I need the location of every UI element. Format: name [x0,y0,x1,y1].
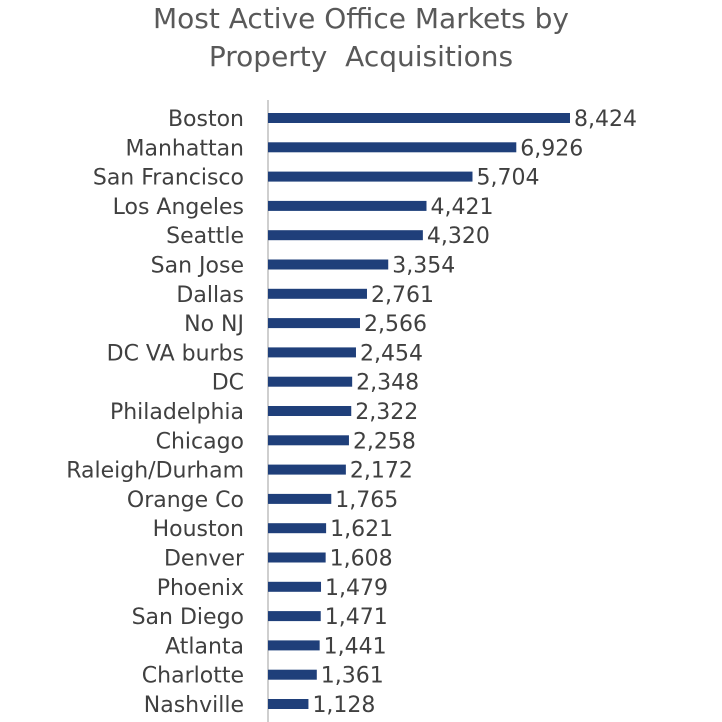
value-label-orange-co: 1,765 [335,488,398,513]
value-label-dc: 2,348 [356,371,419,396]
category-label-denver: Denver [164,547,245,572]
bar-san-diego [268,611,321,622]
category-label-phoenix: Phoenix [157,576,244,601]
category-label-nashville: Nashville [144,693,244,718]
bar-boston [268,113,570,123]
chart-title-line-1: Most Active Office Markets by [153,2,569,35]
value-label-san-francisco: 5,704 [476,166,539,191]
value-label-denver: 1,608 [330,547,393,572]
category-label-boston: Boston [168,107,244,132]
value-label-seattle: 4,320 [427,224,490,249]
bar-atlanta [268,640,320,651]
bar-philadelphia [268,406,352,416]
category-label-seattle: Seattle [166,224,244,249]
bar-chicago [268,435,349,446]
bar-los-angeles [268,200,427,211]
category-label-san-jose: San Jose [151,254,244,279]
value-label-los-angeles: 4,421 [430,195,493,220]
bar-no-nj [268,318,360,329]
value-label-dc-va-burbs: 2,454 [360,341,423,366]
category-label-chicago: Chicago [156,429,244,454]
value-label-nashville: 1,128 [312,693,375,718]
bar-raleigh-durham [268,464,346,475]
value-label-san-jose: 3,354 [392,254,455,279]
value-label-philadelphia: 2,322 [355,400,418,425]
chart-title-line-2: Property Acquisitions [208,40,514,73]
category-label-dc: DC [212,371,244,396]
value-label-chicago: 2,258 [353,429,416,454]
value-label-phoenix: 1,479 [325,576,388,601]
category-label-san-diego: San Diego [132,605,244,630]
bar-san-jose [268,259,389,270]
bar-orange-co [268,493,332,504]
value-label-san-diego: 1,471 [325,605,388,630]
category-label-no-nj: No NJ [184,312,244,337]
category-label-houston: Houston [153,517,244,542]
bar-dallas [268,288,367,299]
bar-manhattan [268,142,517,153]
category-label-charlotte: Charlotte [142,664,244,689]
category-label-los-angeles: Los Angeles [113,195,244,220]
chart-title: Most Active Office Markets by Property A… [0,0,722,76]
bar-dc-va-burbs [268,347,356,358]
category-label-philadelphia: Philadelphia [110,400,244,425]
value-label-raleigh-durham: 2,172 [350,459,413,484]
value-label-charlotte: 1,361 [321,664,384,689]
bar-denver [268,552,326,563]
bar-nashville [268,699,309,709]
value-label-dallas: 2,761 [371,283,434,308]
category-label-atlanta: Atlanta [165,634,244,659]
category-label-manhattan: Manhattan [125,136,244,161]
value-label-no-nj: 2,566 [364,312,427,337]
category-label-raleigh-durham: Raleigh/Durham [66,459,244,484]
category-label-orange-co: Orange Co [127,488,244,513]
category-label-dallas: Dallas [176,283,244,308]
category-label-san-francisco: San Francisco [93,166,244,191]
bar-charlotte [268,669,317,680]
value-label-manhattan: 6,926 [520,136,583,161]
bar-seattle [268,230,423,241]
bar-dc [268,376,353,387]
bar-phoenix [268,581,322,592]
bar-houston [268,523,327,534]
bar-san-francisco [268,171,473,182]
category-label-dc-va-burbs: DC VA burbs [107,341,244,366]
value-label-boston: 8,424 [574,107,637,132]
value-label-houston: 1,621 [330,517,393,542]
bar-series: Boston 8,424 Manhattan 6,926 San Francisco 5,… [66,107,637,718]
value-label-atlanta: 1,441 [324,634,387,659]
